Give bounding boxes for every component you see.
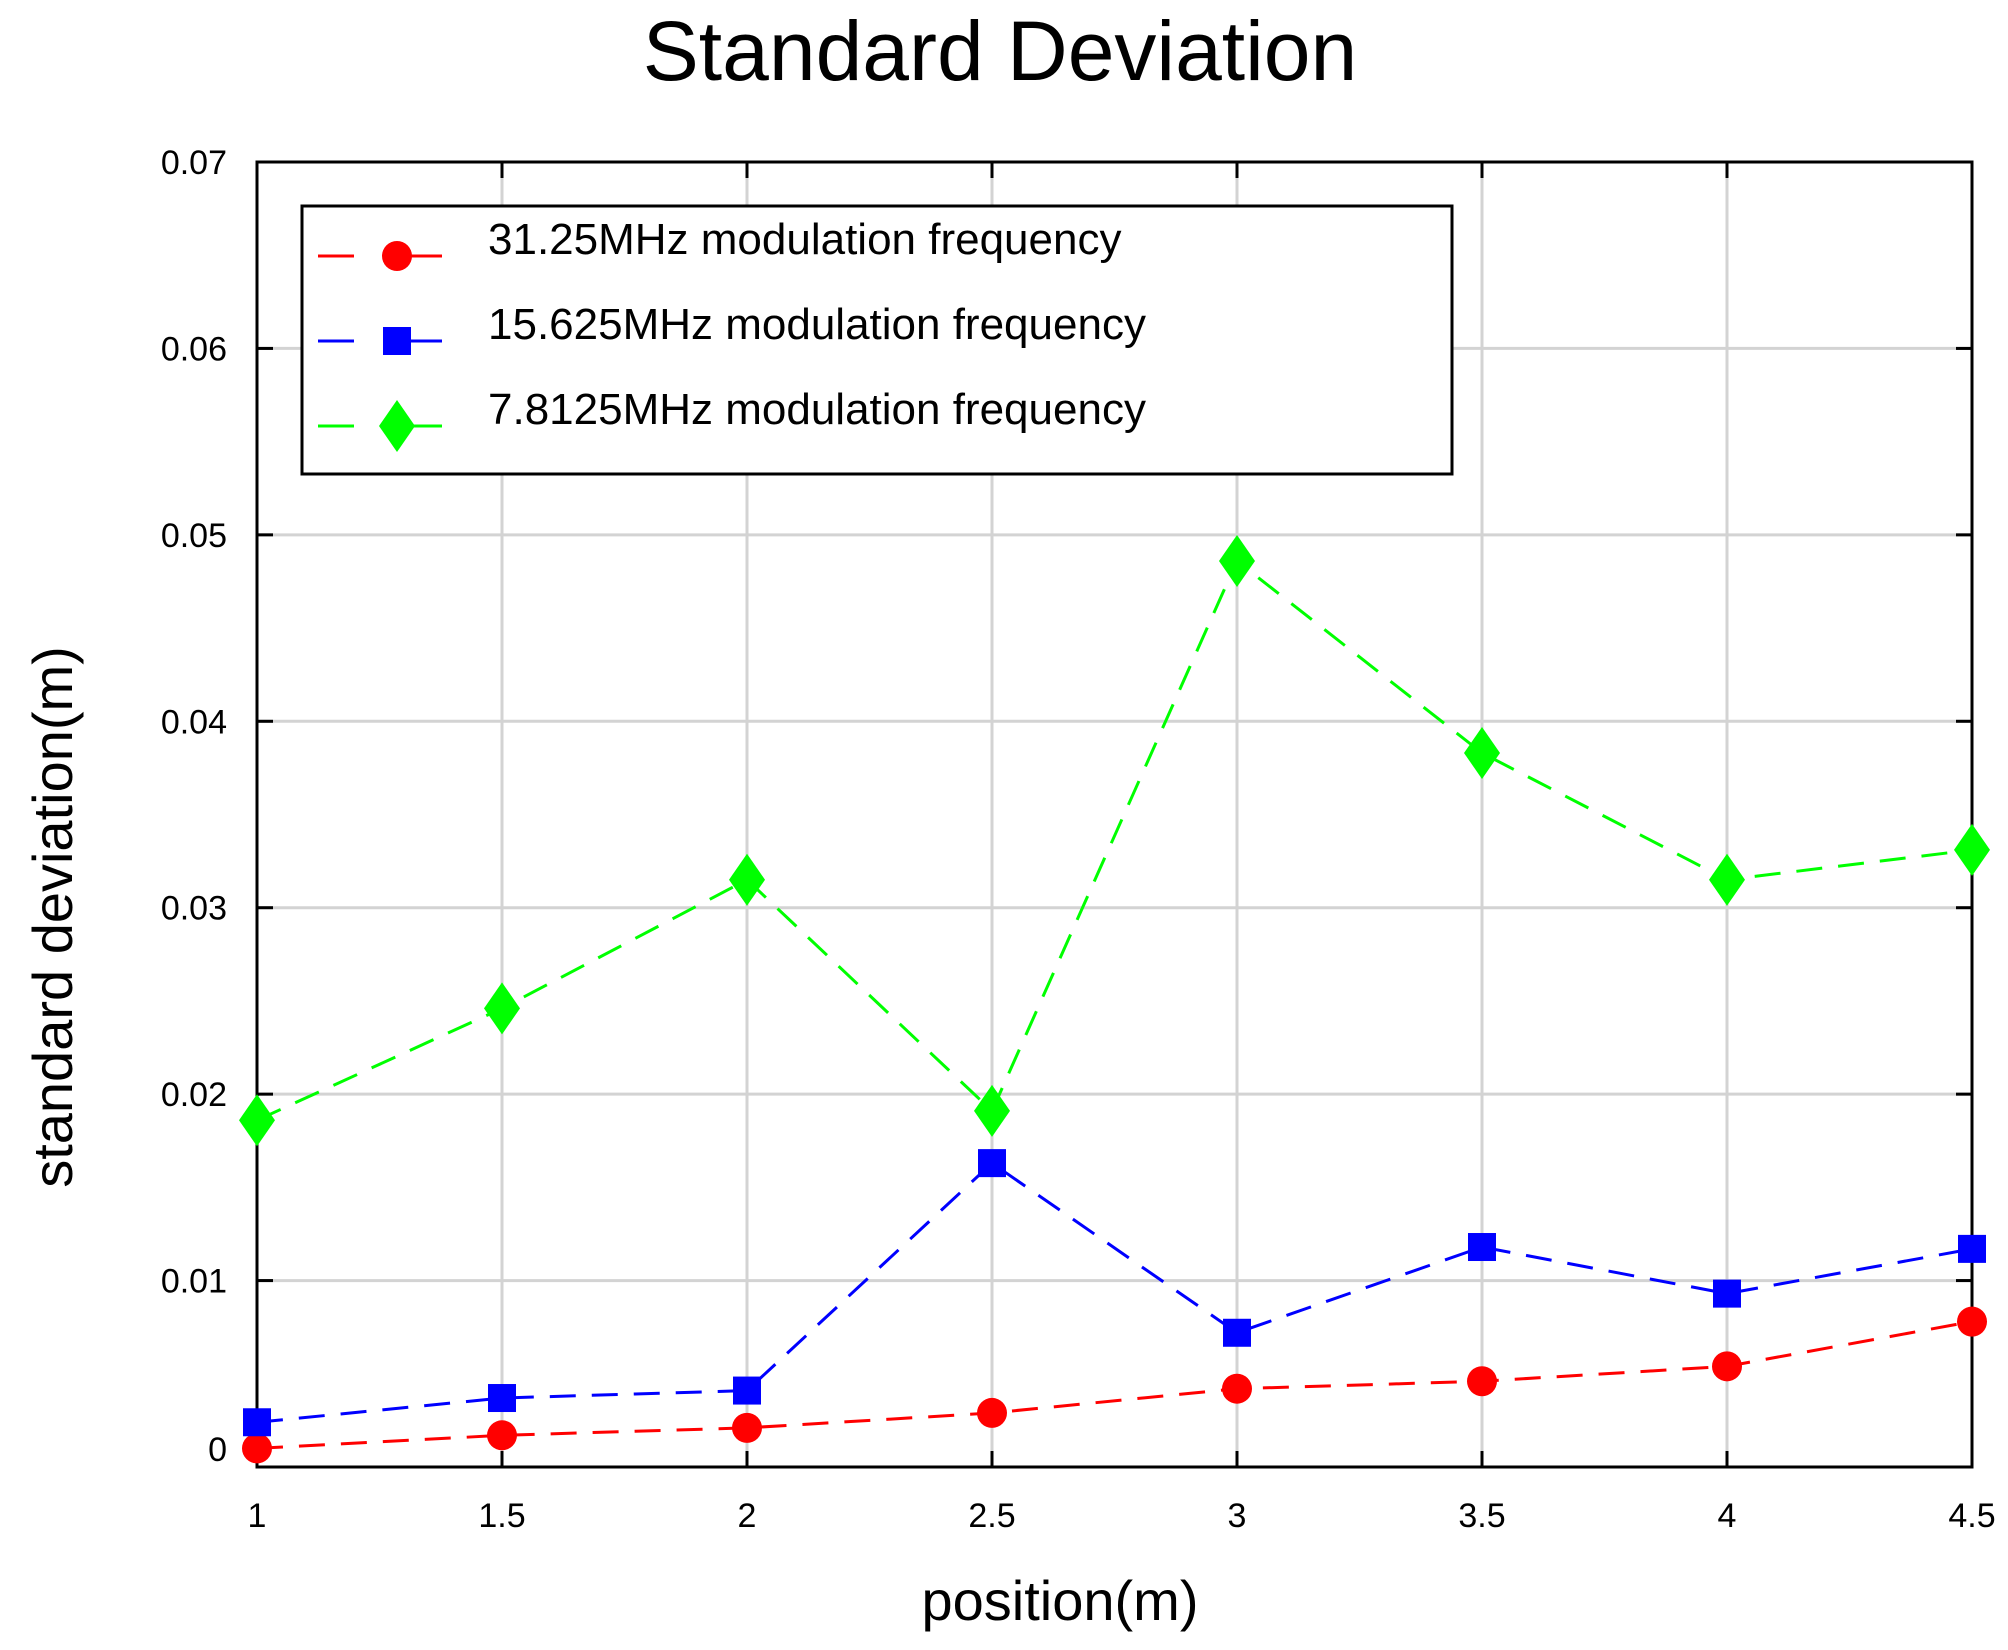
y-tick-label: 0 <box>208 1431 227 1469</box>
x-axis-label: position(m) <box>922 1569 1199 1632</box>
data-point <box>733 1376 761 1405</box>
data-point <box>978 1149 1006 1178</box>
y-tick-label: 0.06 <box>161 330 227 368</box>
data-point <box>974 1084 1010 1137</box>
y-tick-label: 0.04 <box>161 703 227 741</box>
series-square <box>243 1149 1986 1437</box>
data-point <box>1712 1351 1742 1382</box>
legend-box <box>300 204 1454 476</box>
legend-marker <box>382 241 412 271</box>
plot-area-frame <box>255 160 1974 1469</box>
ticks: 1 1.5 2 2.5 3 3.5 4 4.5 0 0.01 0.02 0.03 0.04 0.05 0.0… <box>161 144 1996 1535</box>
data-point <box>1219 534 1255 587</box>
series-line <box>256 1161 1973 1424</box>
series-line <box>256 558 1973 1122</box>
data-point <box>484 982 520 1035</box>
data-point <box>1713 1279 1741 1308</box>
x-tick-label: 1.5 <box>478 1497 525 1535</box>
data-point <box>1954 823 1990 876</box>
data-point <box>1957 1306 1987 1337</box>
series-line <box>256 1320 1973 1450</box>
data-point <box>1468 1233 1496 1262</box>
data-point <box>488 1384 516 1413</box>
x-tick-label: 4 <box>1718 1497 1737 1535</box>
data-point <box>242 1433 272 1464</box>
series-layer <box>239 534 1990 1464</box>
legend-marker <box>379 400 415 452</box>
data-point <box>729 853 765 906</box>
legend-entry: 7.8125MHz modulation frequency <box>488 385 1146 434</box>
legend-entry: 31.25MHz modulation frequency <box>488 215 1121 264</box>
data-point <box>487 1420 517 1451</box>
y-axis-label: standard deviation(m) <box>21 646 84 1188</box>
data-point <box>1223 1318 1251 1347</box>
data-point <box>1709 853 1745 906</box>
data-point <box>977 1397 1007 1428</box>
data-point <box>239 1094 275 1147</box>
data-point <box>732 1412 762 1443</box>
data-point <box>1958 1234 1986 1263</box>
y-tick-label: 0.03 <box>161 890 227 928</box>
legend-entry: 15.625MHz modulation frequency <box>488 300 1146 349</box>
y-tick-label: 0.05 <box>161 517 227 555</box>
x-tick-label: 3.5 <box>1458 1497 1505 1535</box>
x-tick-label: 2 <box>738 1497 757 1535</box>
data-point <box>1464 726 1500 779</box>
data-point <box>1467 1366 1497 1397</box>
y-tick-label: 0.07 <box>161 144 227 182</box>
legend-marker <box>383 327 411 355</box>
legend: 31.25MHz modulation frequency 15.625MHz m… <box>300 204 1454 476</box>
series-diamond <box>239 534 1990 1147</box>
y-tick-label: 0.02 <box>161 1076 227 1114</box>
series-circle <box>242 1306 1987 1464</box>
x-tick-label: 1 <box>248 1497 267 1535</box>
x-tick-label: 4.5 <box>1948 1497 1995 1535</box>
x-tick-label: 3 <box>1228 1497 1247 1535</box>
data-point <box>243 1408 271 1437</box>
x-tick-label: 2.5 <box>968 1497 1015 1535</box>
chart-title: Standard Deviation <box>643 4 1357 98</box>
data-point <box>1222 1373 1252 1404</box>
y-tick-label: 0.01 <box>161 1263 227 1301</box>
